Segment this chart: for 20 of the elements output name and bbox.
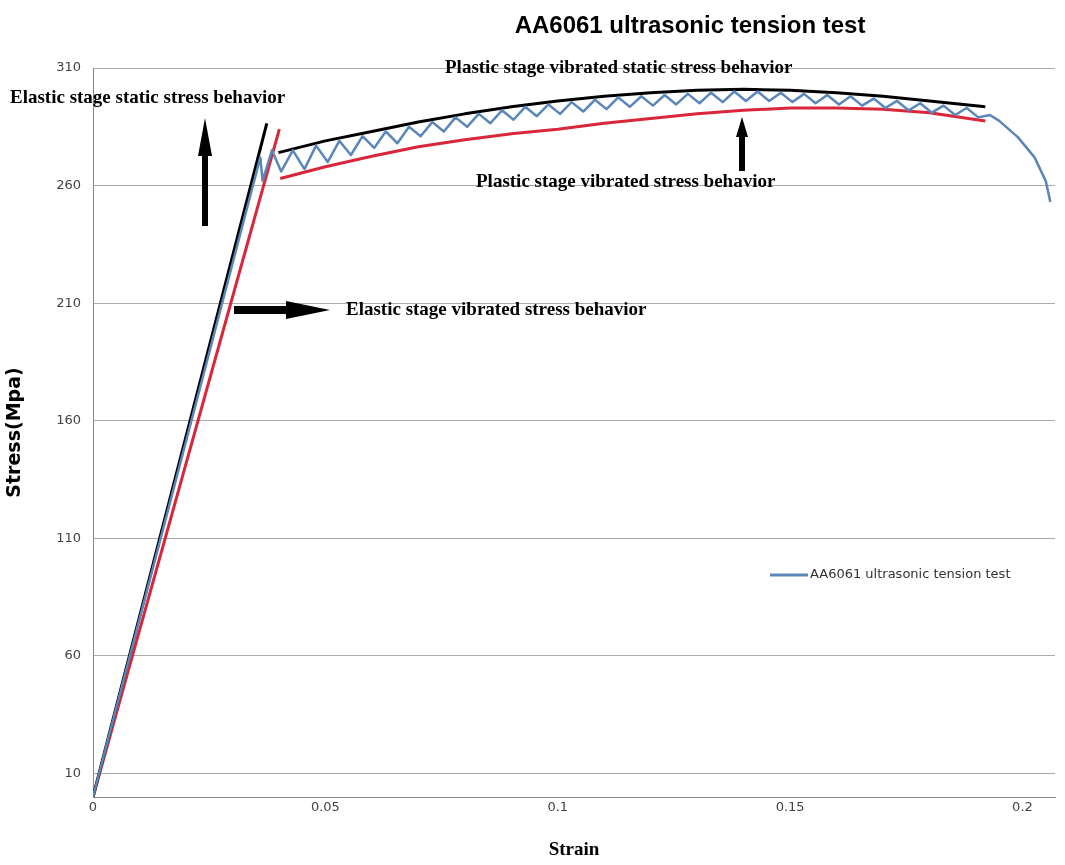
x-tick-label: 0.2 [1012, 799, 1033, 815]
y-axis-title: Stress(Mpa) [2, 367, 25, 498]
x-tick-label: 0.05 [310, 799, 340, 815]
y-tick-label: 10 [64, 764, 81, 780]
x-tick-label: 0.1 [547, 799, 569, 815]
annotation: Elastic stage static stress behavior [10, 85, 286, 107]
y-tick-label: 60 [64, 647, 81, 663]
chart-title: AA6061 ultrasonic tension test [514, 10, 866, 38]
legend-label: AA6061 ultrasonic tension test [810, 566, 1011, 582]
annotation: Plastic stage vibrated static stress behavior [445, 55, 793, 77]
annotation: Elastic stage vibrated stress behavior [346, 297, 648, 319]
x-axis-title: Strain [548, 837, 600, 859]
y-tick-label: 110 [56, 529, 81, 545]
y-tick-label: 310 [56, 59, 81, 75]
x-tick-label: 0 [88, 799, 98, 815]
annotation: Plastic stage vibrated stress behavior [476, 169, 776, 191]
y-tick-label: 210 [56, 294, 81, 310]
y-tick-label: 260 [56, 176, 81, 192]
x-tick-label: 0.15 [775, 799, 805, 815]
y-tick-label: 160 [56, 412, 81, 428]
